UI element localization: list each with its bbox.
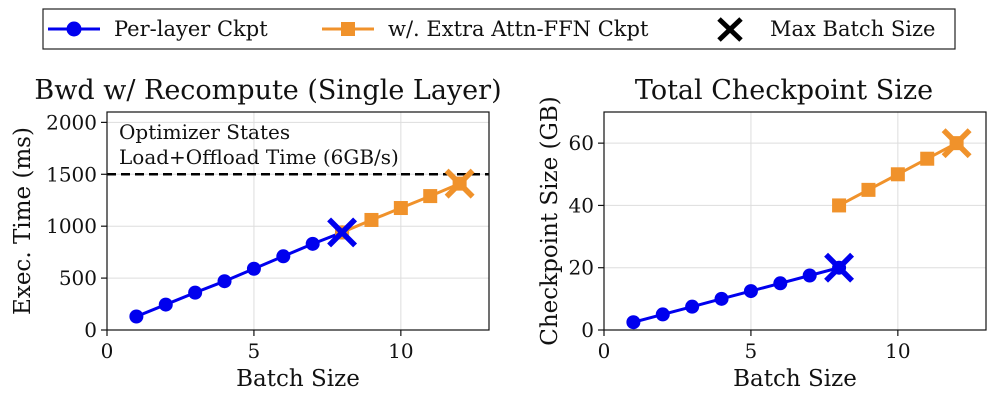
data-point-circle xyxy=(188,285,203,300)
legend-marker-square xyxy=(341,22,355,36)
x-tick-label: 5 xyxy=(248,339,261,363)
data-point-circle xyxy=(773,276,788,291)
chart-exec-time: Bwd w/ Recompute (Single Layer) Batch Si… xyxy=(10,75,502,392)
x-tick-label: 10 xyxy=(388,339,413,363)
legend-entry-extra-ckpt: w/. Extra Attn-FFN Ckpt xyxy=(322,17,649,41)
data-point-circle xyxy=(246,261,261,276)
y-tick-label: 0 xyxy=(84,318,97,342)
legend-marker-x xyxy=(717,17,743,42)
chart-title: Bwd w/ Recompute (Single Layer) xyxy=(34,75,501,106)
annotation-line-2: Load+Offload Time (6GB/s) xyxy=(119,145,399,169)
legend-label-extra-ckpt: w/. Extra Attn-FFN Ckpt xyxy=(388,17,649,41)
data-point-circle xyxy=(714,291,729,306)
data-point-square xyxy=(393,201,408,216)
chart-checkpoint-size: Total Checkpoint Size Batch Size Checkpo… xyxy=(537,75,987,392)
data-point-circle xyxy=(305,236,320,251)
data-point-circle xyxy=(655,307,670,322)
x-axis-label: Batch Size xyxy=(733,366,857,392)
y-tick-label: 2000 xyxy=(46,110,97,134)
data-point-square xyxy=(890,167,905,182)
chart-title: Total Checkpoint Size xyxy=(635,75,933,106)
x-tick-label: 10 xyxy=(885,339,910,363)
legend-label-per-layer: Per-layer Ckpt xyxy=(114,17,268,41)
data-point-square xyxy=(423,189,438,204)
y-tick-label: 20 xyxy=(569,256,594,280)
max-batch-marker xyxy=(941,128,972,159)
y-tick-label: 1500 xyxy=(46,162,97,186)
x-tick-label: 0 xyxy=(598,339,611,363)
max-batch-marker xyxy=(824,252,855,283)
data-point-circle xyxy=(129,309,144,324)
y-tick-label: 40 xyxy=(569,193,594,217)
y-axis-label: Checkpoint Size (GB) xyxy=(537,96,563,346)
data-point-circle xyxy=(158,297,173,312)
plot-frame xyxy=(603,111,987,331)
data-point-circle xyxy=(743,284,758,299)
legend-label-max-batch: Max Batch Size xyxy=(770,17,936,41)
x-axis-label: Batch Size xyxy=(236,366,360,392)
data-point-circle xyxy=(626,315,641,330)
x-tick-label: 5 xyxy=(745,339,758,363)
legend: Per-layer Ckpt w/. Extra Attn-FFN Ckpt M… xyxy=(42,8,956,50)
legend-entry-per-layer: Per-layer Ckpt xyxy=(48,17,268,41)
data-point-square xyxy=(364,212,379,227)
y-axis-label: Exec. Time (ms) xyxy=(10,127,36,315)
data-point-square xyxy=(920,151,935,166)
data-point-square xyxy=(832,198,847,213)
y-tick-label: 1000 xyxy=(46,214,97,238)
legend-box xyxy=(42,8,956,50)
data-point-circle xyxy=(276,249,291,264)
y-tick-label: 0 xyxy=(581,318,594,342)
data-point-circle xyxy=(217,274,232,289)
legend-marker-circle xyxy=(66,21,82,37)
data-point-square xyxy=(861,182,876,197)
plot-frame xyxy=(106,111,490,331)
max-batch-marker xyxy=(444,168,475,199)
y-tick-label: 60 xyxy=(569,131,594,155)
data-point-circle xyxy=(685,299,700,314)
y-tick-label: 500 xyxy=(59,266,97,290)
legend-entry-max-batch: Max Batch Size xyxy=(717,17,936,42)
annotation-line-1: Optimizer States xyxy=(119,120,290,144)
x-tick-label: 0 xyxy=(101,339,114,363)
max-batch-marker xyxy=(327,217,358,248)
data-point-circle xyxy=(802,268,817,283)
